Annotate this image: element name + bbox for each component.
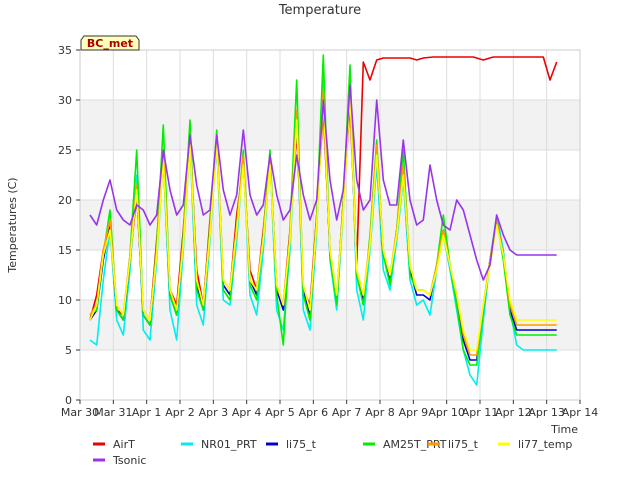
x-tick-label-11: Apr 10: [428, 406, 465, 419]
y-axis-ticks: 0 5 10 15 20 25 30 35: [58, 44, 80, 407]
y-tick-label-2: 10: [58, 294, 72, 307]
legend: AirT NR01_PRT li75_t AM25T_PRT li75_t li77_te…: [93, 438, 572, 467]
x-tick-label-1: Mar 31: [94, 406, 132, 419]
band-2: [80, 100, 580, 150]
chart-title: Temperature: [278, 3, 361, 18]
y-tick-label-7: 35: [58, 44, 72, 57]
y-tick-label-5: 25: [58, 144, 72, 157]
background-bands: [80, 100, 580, 350]
legend-label-0: AirT: [113, 438, 135, 451]
legend-label-3: AM25T_PRT: [383, 438, 447, 451]
x-tick-label-9: Apr 8: [365, 406, 395, 419]
station-label-box: BC_met: [80, 35, 140, 51]
x-tick-label-12: Apr 11: [462, 406, 499, 419]
x-tick-label-14: Apr 13: [528, 406, 565, 419]
y-tick-label-4: 20: [58, 194, 72, 207]
y-axis-label: Temperatures (C): [6, 177, 19, 273]
x-axis-label: Time: [550, 423, 578, 436]
y-tick-label-1: 5: [65, 344, 72, 357]
plot-area-frame: [79, 49, 581, 401]
x-tick-label-8: Apr 7: [332, 406, 362, 419]
x-tick-label-5: Apr 4: [232, 406, 262, 419]
x-tick-label-13: Apr 12: [495, 406, 532, 419]
legend-label-1: NR01_PRT: [201, 438, 257, 451]
legend-label-5: li77_temp: [518, 438, 572, 451]
y-tick-label-6: 30: [58, 94, 72, 107]
series-line-6: [89, 84, 557, 281]
x-tick-label-6: Apr 5: [265, 406, 295, 419]
band-0: [80, 300, 580, 350]
x-tick-label-2: Apr 1: [132, 406, 162, 419]
x-tick-label-3: Apr 2: [165, 406, 195, 419]
legend-label-6: Tsonic: [112, 454, 146, 467]
series-layer: [89, 54, 558, 386]
y-tick-label-0: 0: [65, 394, 72, 407]
x-tick-label-4: Apr 3: [199, 406, 229, 419]
x-tick-label-15: Apr 14: [562, 406, 599, 419]
x-tick-label-7: Apr 6: [299, 406, 329, 419]
x-tick-label-0: Mar 30: [61, 406, 99, 419]
legend-label-2: li75_t: [286, 438, 317, 451]
y-tick-label-3: 15: [58, 244, 72, 257]
x-tick-label-10: Apr 9: [399, 406, 429, 419]
station-label: BC_met: [87, 37, 133, 50]
legend-label-4: li75_t: [448, 438, 479, 451]
